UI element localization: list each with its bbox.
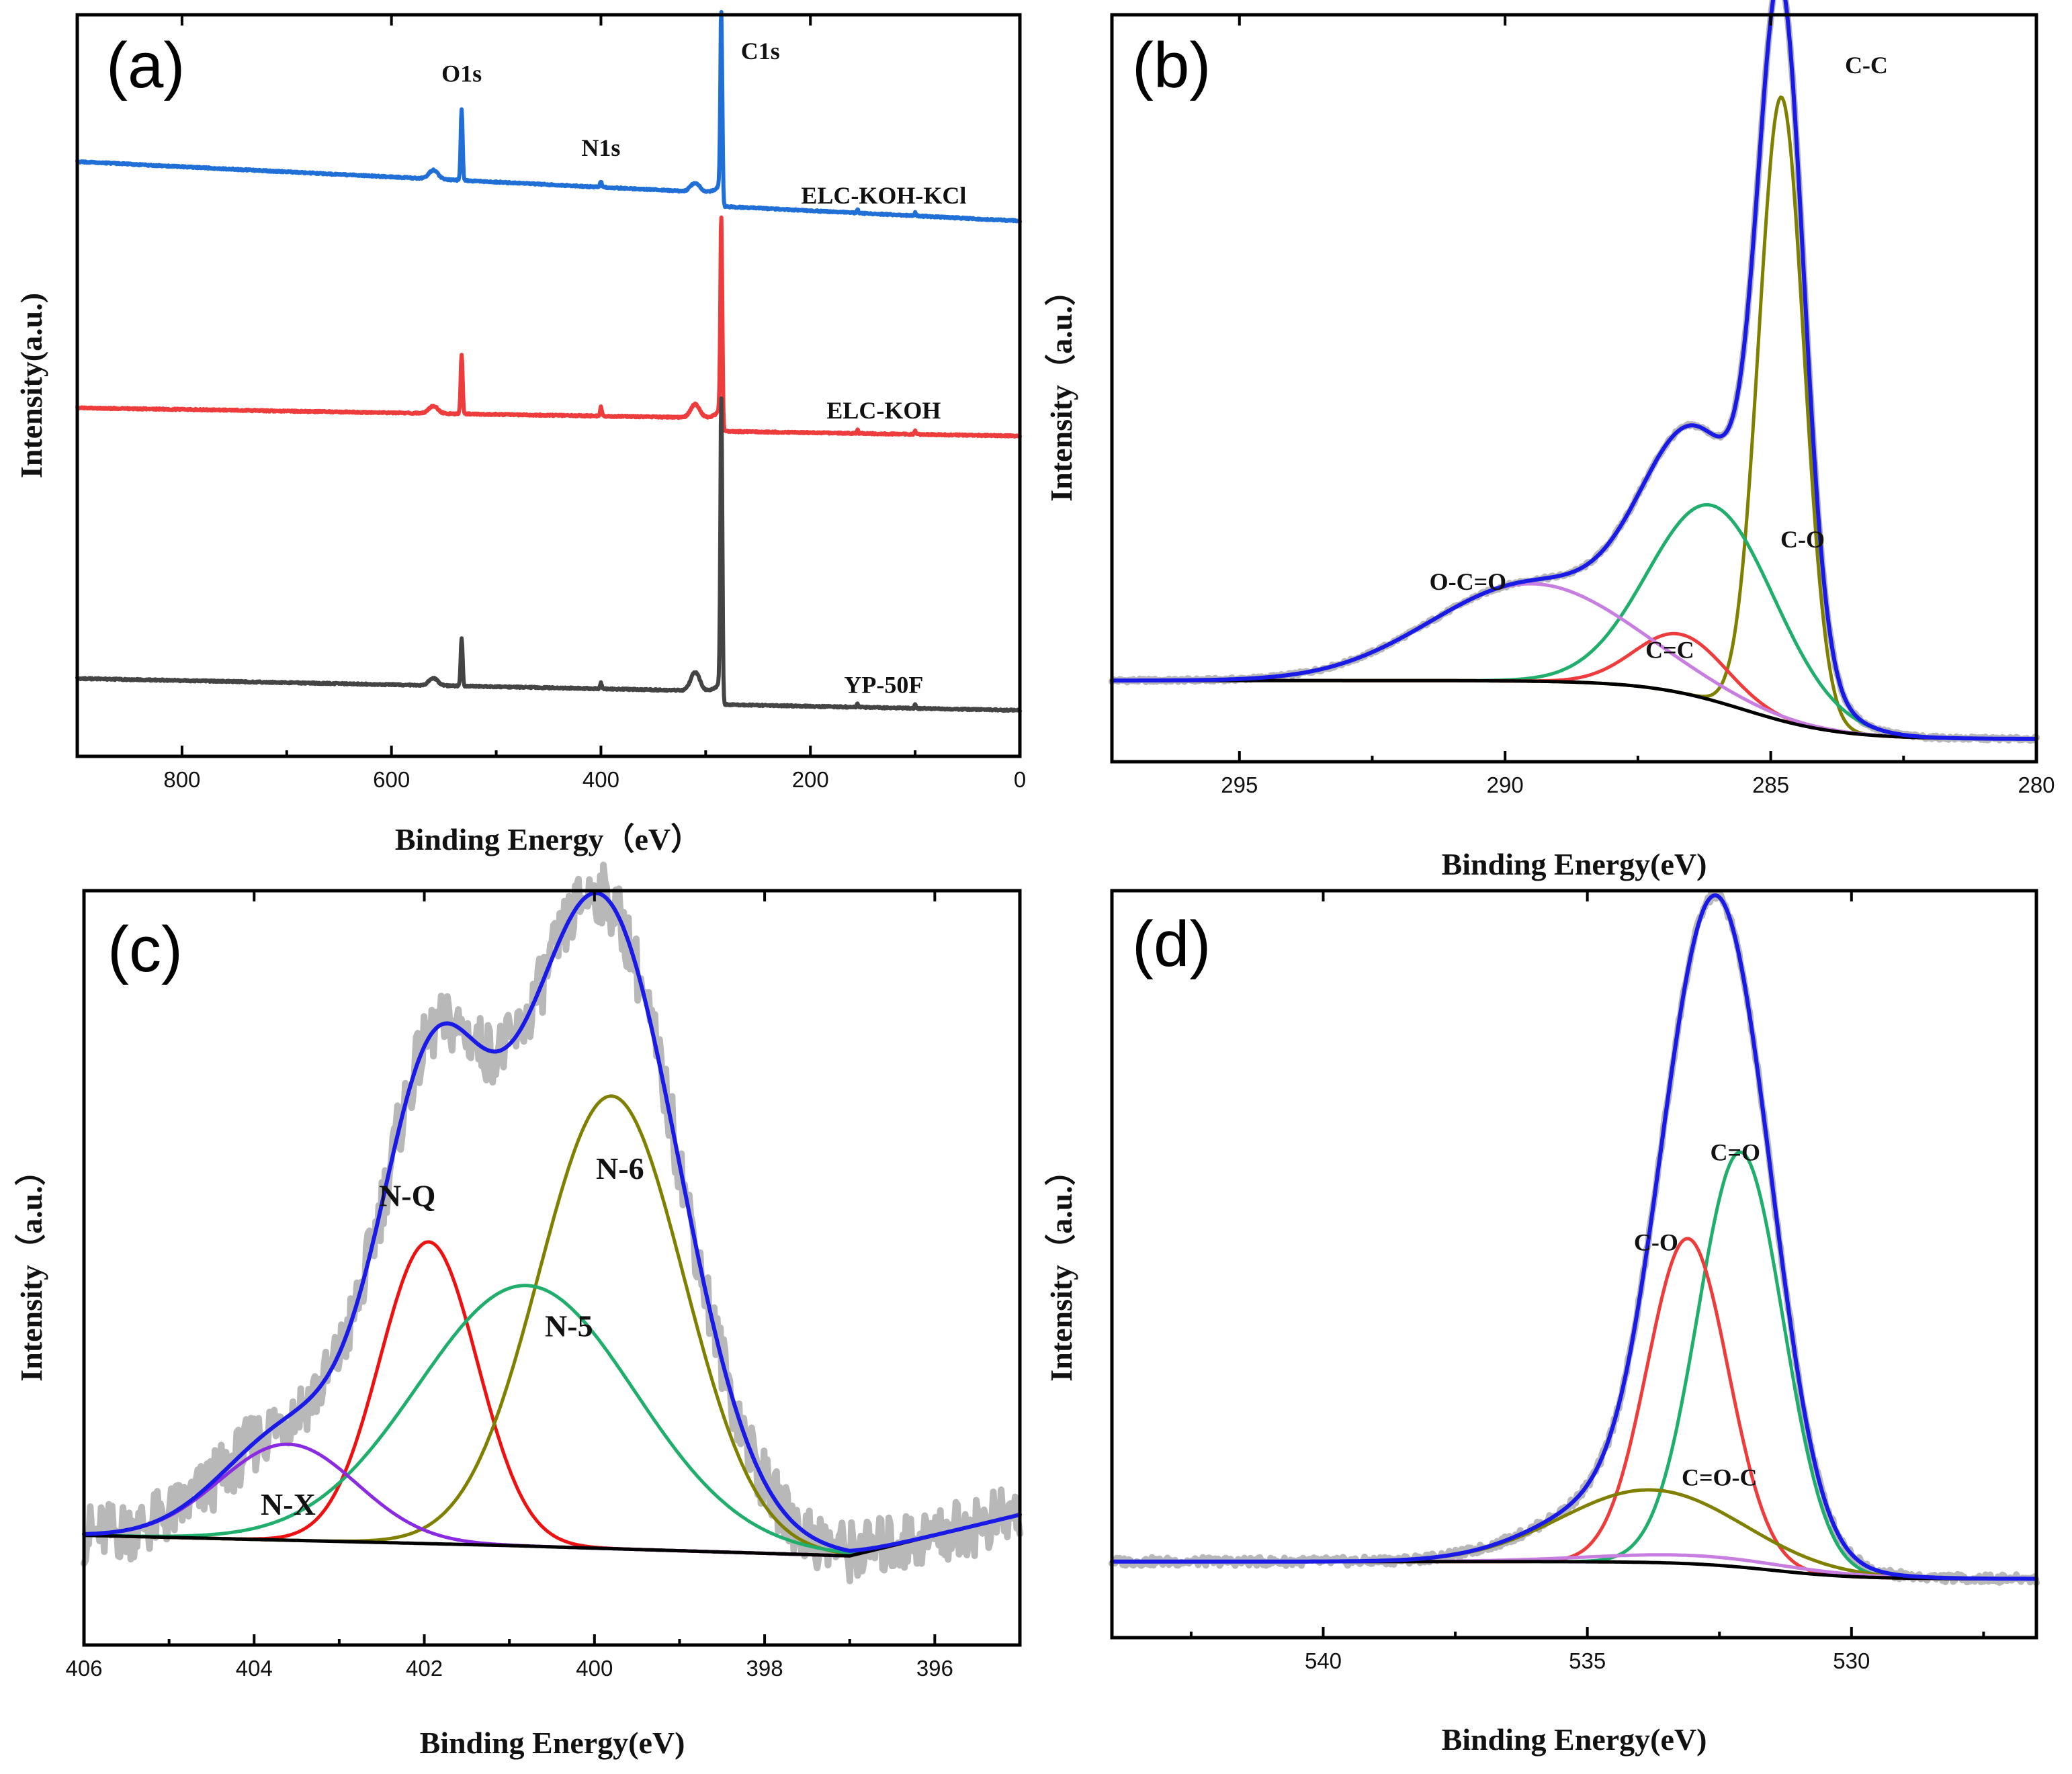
x-tick-label-c-0: 406 (65, 1656, 102, 1681)
panel-d: C=O C-O C=O-C 540 535 530 (d) Binding Energy… (1044, 889, 2040, 1757)
panel-c-label: (c) (107, 914, 183, 985)
component-label-c-n-5: N-5 (545, 1309, 593, 1343)
series-label-elc-koh: ELC-KOH (826, 397, 941, 424)
panel-c-xlabel: Binding Energy(eV) (420, 1726, 685, 1760)
component-line-b-o-c=o (1110, 582, 2038, 741)
series-label-yp-50f: YP-50F (844, 672, 923, 699)
component-label-b-c-c: C-C (1845, 52, 1888, 79)
x-tick-label-d-2: 530 (1833, 1648, 1870, 1673)
series-line-elc-koh (75, 215, 1022, 439)
panel-a-xlabel: Binding Energy（eV） (395, 822, 701, 856)
panel-d-label: (d) (1132, 908, 1211, 980)
component-line-b-c=c (1110, 631, 2038, 741)
envelope-line-c (82, 891, 1022, 1553)
peak-label-a-o1s: O1s (441, 60, 482, 87)
background-line-c (82, 1513, 1022, 1558)
component-label-d-c=o-c: C=O-C (1682, 1464, 1758, 1491)
component-line-d-c=o (1110, 1150, 2038, 1581)
x-tick-label-c-5: 396 (916, 1656, 953, 1681)
component-line-b-c-o (1110, 503, 2038, 741)
panel-c-frame (82, 889, 1022, 1647)
component-label-c-n-6: N-6 (596, 1151, 644, 1186)
panel-a-frame (75, 13, 1022, 758)
component-label-d-c-o: C-O (1634, 1229, 1678, 1255)
x-tick-label-c-3: 400 (576, 1656, 613, 1681)
raw-data-line-c (81, 861, 1023, 1585)
x-tick-label-c-4: 398 (746, 1656, 783, 1681)
x-tick-label-b-1: 290 (1487, 772, 1524, 797)
panel-c-ylabel: Intensity（a.u.） (14, 1155, 48, 1381)
panel-a-label: (a) (106, 30, 185, 101)
panel-d-xlabel: Binding Energy(eV) (1442, 1722, 1707, 1757)
component-label-c-n-x: N-X (261, 1487, 316, 1521)
panel-d-ylabel: Intensity（a.u.） (1044, 1155, 1078, 1381)
x-tick-label-d-1: 535 (1569, 1648, 1606, 1673)
x-tick-label-a-0: 800 (163, 767, 200, 792)
x-tick-label-a-3: 200 (792, 767, 829, 792)
panel-a-ylabel: Intensity(a.u.) (14, 293, 48, 478)
component-line-d-c-o (1110, 1237, 2038, 1581)
peak-label-a-n1s: N1s (581, 134, 620, 161)
x-tick-label-a-2: 400 (582, 767, 619, 792)
raw-data-line-d (1109, 889, 2040, 1587)
x-tick-label-b-2: 285 (1752, 772, 1789, 797)
component-label-b-o-c=o: O-C=O (1430, 568, 1507, 595)
panel-a: ELC-KOH-KCl ELC-KOH YP-50F O1s N1s C1s 800 600… (14, 9, 1026, 856)
component-label-c-n-q: N-Q (379, 1179, 435, 1213)
component-label-d-c=o: C=O (1711, 1139, 1761, 1166)
x-tick-label-a-1: 600 (373, 767, 410, 792)
panel-b-frame (1110, 13, 2038, 764)
peak-label-a-c1s: C1s (741, 38, 780, 64)
x-tick-label-c-2: 402 (406, 1656, 443, 1681)
x-tick-label-c-1: 404 (236, 1656, 273, 1681)
series-line-yp-50f (75, 396, 1022, 713)
series-line-elc-koh-kcl (75, 9, 1022, 224)
component-line-c-n-q (82, 1240, 1022, 1558)
component-label-b-c=c: C=C (1645, 636, 1694, 663)
component-line-b-c-c (1110, 95, 2038, 741)
envelope-line-b (1110, 0, 2038, 741)
x-tick-label-d-0: 540 (1305, 1648, 1342, 1673)
component-label-b-c-o: C-O (1780, 526, 1825, 553)
panel-c: N-Q N-6 N-5 N-X 406 404 402 400 398 396 (c) Bind… (14, 861, 1023, 1760)
x-tick-label-a-4: 0 (1014, 767, 1026, 792)
panel-b-ylabel: Intensity（a.u.） (1044, 275, 1078, 501)
raw-data-line-b (1109, 0, 2040, 744)
panel-b-xlabel: Binding Energy(eV) (1442, 847, 1707, 881)
envelope-line-d (1110, 893, 2038, 1581)
x-tick-label-b-3: 280 (2018, 772, 2055, 797)
panel-b-label: (b) (1132, 30, 1211, 101)
x-tick-label-b-0: 295 (1221, 772, 1258, 797)
panel-d-frame (1110, 889, 2038, 1640)
panel-b: C-C C-O C=C O-C=O 295 290 285 280 (b) Binding … (1044, 0, 2055, 881)
series-label-elc-koh-kcl: ELC-KOH-KCl (801, 182, 966, 209)
background-line-b (1110, 678, 2038, 741)
